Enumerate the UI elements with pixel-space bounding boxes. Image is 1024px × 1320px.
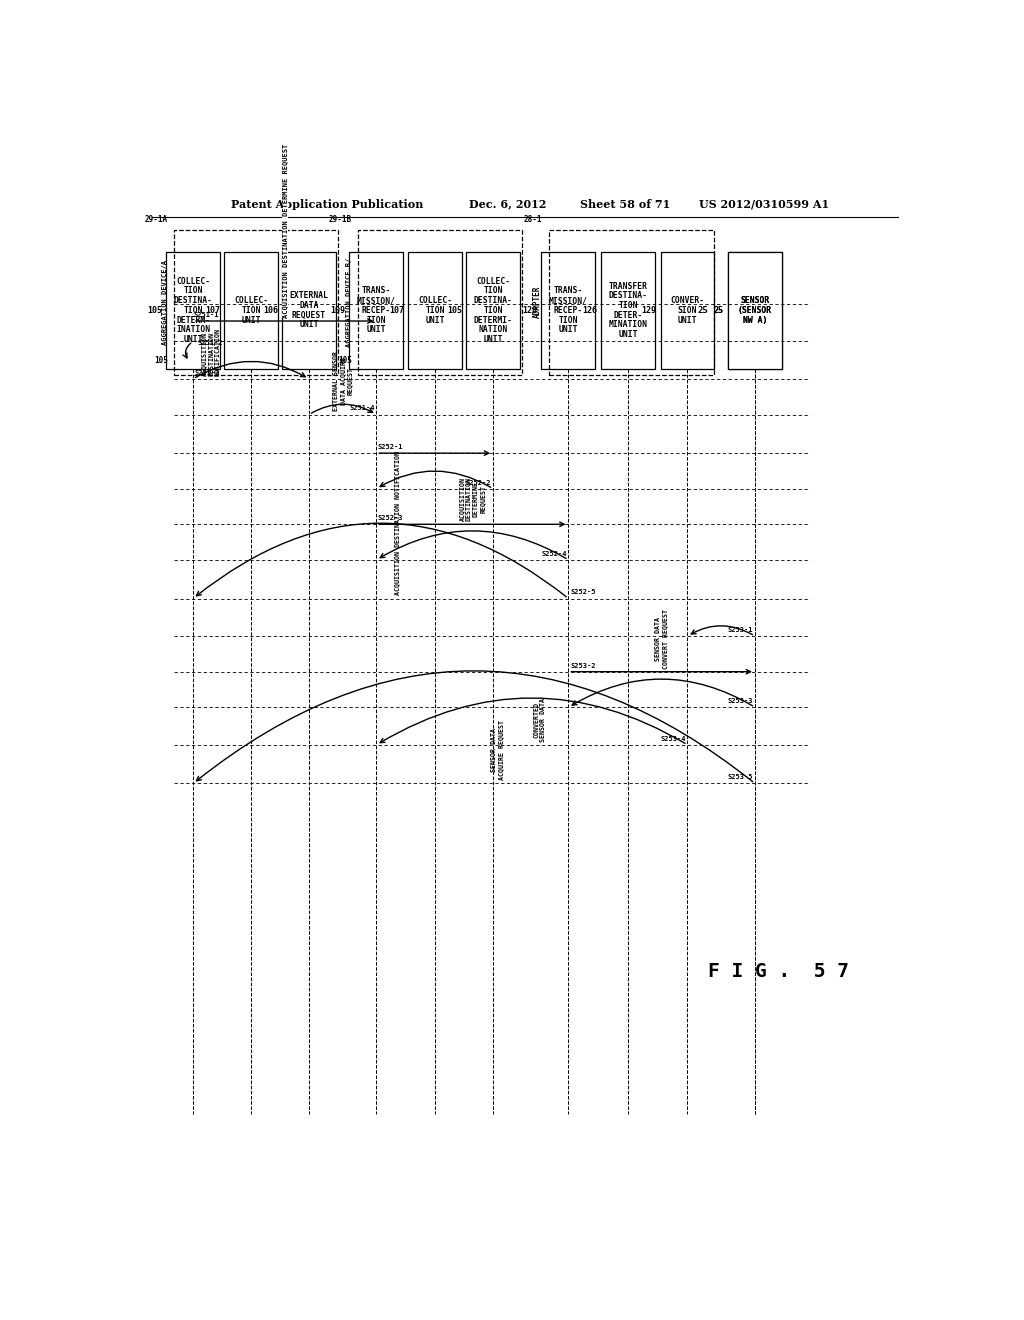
FancyBboxPatch shape <box>601 252 655 368</box>
Text: S252-1: S252-1 <box>378 444 403 450</box>
Text: S252-3: S252-3 <box>378 515 403 521</box>
FancyBboxPatch shape <box>728 252 782 368</box>
Text: 105: 105 <box>154 355 168 364</box>
Text: ACQUISITION DESTINATION NOTIFICATION: ACQUISITION DESTINATION NOTIFICATION <box>393 451 399 595</box>
Text: TRANS-
MISSION/
RECEP-
TION
UNIT: TRANS- MISSION/ RECEP- TION UNIT <box>357 286 396 334</box>
Text: 25: 25 <box>714 306 724 315</box>
Text: S252-5: S252-5 <box>570 590 596 595</box>
Text: CONVERTED
SENSOR DATA: CONVERTED SENSOR DATA <box>534 698 547 742</box>
Text: SENSOR
(SENSOR
NW A): SENSOR (SENSOR NW A) <box>738 296 772 325</box>
Text: SENSOR DATA
CONVERT REQUEST: SENSOR DATA CONVERT REQUEST <box>655 609 669 669</box>
Text: ACQUISITION
DESTINATION
DETERMINE
REQUEST: ACQUISITION DESTINATION DETERMINE REQUES… <box>459 478 486 521</box>
FancyBboxPatch shape <box>542 252 595 368</box>
Text: ACQUISITION
DESTINATION
NOTIFICATION: ACQUISITION DESTINATION NOTIFICATION <box>201 327 221 375</box>
Text: AGGREGATION DEVICE B/: AGGREGATION DEVICE B/ <box>346 257 352 347</box>
Text: 105: 105 <box>147 306 162 315</box>
Text: COLLEC-
TION
UNIT: COLLEC- TION UNIT <box>418 296 453 325</box>
FancyBboxPatch shape <box>282 252 336 368</box>
FancyBboxPatch shape <box>466 252 520 368</box>
Text: 25: 25 <box>697 306 709 315</box>
Text: S252-4: S252-4 <box>542 550 567 557</box>
Text: 106: 106 <box>263 306 278 315</box>
Text: 107: 107 <box>205 306 220 315</box>
Text: COLLEC-
TION
DESTINA-
TION
DETERM-
INATION
UNIT: COLLEC- TION DESTINA- TION DETERM- INATI… <box>174 277 213 345</box>
Text: 128: 128 <box>522 306 538 315</box>
FancyBboxPatch shape <box>728 252 782 368</box>
Text: S253-4: S253-4 <box>660 735 686 742</box>
Text: SENSOR DATA
ACQUIRE REQUEST: SENSOR DATA ACQUIRE REQUEST <box>492 721 504 780</box>
Text: COLLEC-
TION
DESTINA-
TION
DETERMI-
NATION
UNIT: COLLEC- TION DESTINA- TION DETERMI- NATI… <box>473 277 513 345</box>
FancyBboxPatch shape <box>660 252 715 368</box>
Text: 25: 25 <box>714 306 724 315</box>
Text: 29-1A: 29-1A <box>144 215 168 224</box>
Text: S251-2: S251-2 <box>197 341 222 346</box>
Text: 129: 129 <box>642 306 656 315</box>
Text: F I G .  5 7: F I G . 5 7 <box>709 962 849 981</box>
Text: TRANSFER
DESTINA-
TION
DETER-
MINATION
UNIT: TRANSFER DESTINA- TION DETER- MINATION U… <box>608 281 647 339</box>
Text: S253-5: S253-5 <box>728 775 754 780</box>
Text: 105: 105 <box>338 355 352 364</box>
Text: Patent Application Publication: Patent Application Publication <box>231 198 424 210</box>
Text: S252-2: S252-2 <box>466 479 492 486</box>
Text: S253-1: S253-1 <box>728 627 754 634</box>
Text: ADAPTER: ADAPTER <box>534 286 543 318</box>
Text: TRANS-
MISSION/
RECEP-
TION
UNIT: TRANS- MISSION/ RECEP- TION UNIT <box>549 286 588 334</box>
Text: 28-1: 28-1 <box>523 215 543 224</box>
FancyBboxPatch shape <box>409 252 462 368</box>
Text: S251-4: S251-4 <box>349 405 375 412</box>
FancyBboxPatch shape <box>224 252 278 368</box>
Text: 126: 126 <box>582 306 597 315</box>
FancyBboxPatch shape <box>166 252 220 368</box>
Text: CONVER-
SION
UNIT: CONVER- SION UNIT <box>671 296 705 325</box>
Text: S253-2: S253-2 <box>570 663 596 669</box>
Text: Sheet 58 of 71: Sheet 58 of 71 <box>581 198 671 210</box>
FancyBboxPatch shape <box>349 252 403 368</box>
Text: 109: 109 <box>331 306 345 315</box>
Text: 105: 105 <box>447 306 462 315</box>
Text: COLLEC-
TION
UNIT: COLLEC- TION UNIT <box>233 296 268 325</box>
Text: 107: 107 <box>389 306 404 315</box>
Text: 29-1B: 29-1B <box>329 215 352 224</box>
Text: Dec. 6, 2012: Dec. 6, 2012 <box>469 198 547 210</box>
Text: ACQUISITION DESTINATION DETERMINE REQUEST: ACQUISITION DESTINATION DETERMINE REQUES… <box>282 144 288 318</box>
Text: EXTERNAL
DATA
REQUEST
UNIT: EXTERNAL DATA REQUEST UNIT <box>290 292 329 330</box>
Text: S251-1: S251-1 <box>194 312 218 318</box>
Text: S251-3: S251-3 <box>195 370 220 376</box>
Text: S253-3: S253-3 <box>728 698 754 704</box>
Text: SENSOR
(SENSOR
NW A): SENSOR (SENSOR NW A) <box>738 296 772 325</box>
Text: EXTERNAL SENSOR
DATA ACQUIRE
REQUEST: EXTERNAL SENSOR DATA ACQUIRE REQUEST <box>333 351 352 412</box>
Text: US 2012/0310599 A1: US 2012/0310599 A1 <box>699 198 829 210</box>
Text: AGGREGATION DEVICE/A: AGGREGATION DEVICE/A <box>162 260 168 345</box>
